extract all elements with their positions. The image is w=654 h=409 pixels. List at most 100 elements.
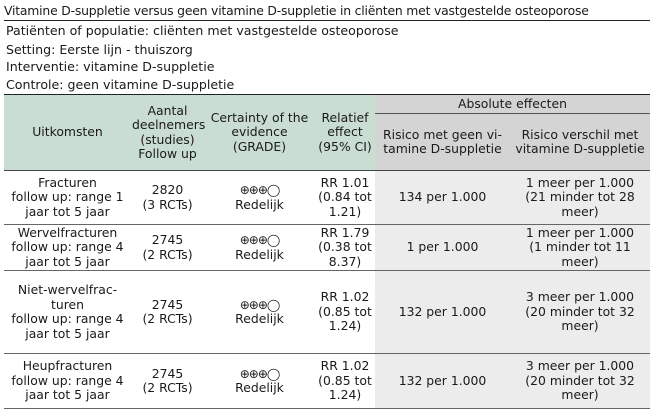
header-risk-without-line: tamine D-suppletie bbox=[383, 141, 502, 156]
header-participants-line: deelnemers bbox=[132, 117, 206, 132]
risk-difference-cell: 1 meer per 1.000 (1 minder tot 11 meer) bbox=[510, 224, 650, 271]
participants-line: (3 RCTs) bbox=[142, 196, 193, 212]
participants-cell: 2745 (2 RCTs) bbox=[131, 353, 204, 409]
outcome-line: jaar tot 5 jaar bbox=[25, 203, 110, 219]
header-certainty-line: (GRADE) bbox=[232, 138, 287, 154]
setting-line: Setting: Eerste lijn - thuiszorg bbox=[6, 42, 193, 57]
outcome-line: jaar tot 5 jaar bbox=[25, 253, 110, 269]
risk-difference-line: 3 meer per 1.000 bbox=[525, 289, 635, 305]
relative-line: (0.38 tot bbox=[318, 239, 372, 255]
grade-symbols-icon: ⊕⊕⊕◯ bbox=[239, 233, 281, 247]
risk-without-cell: 134 per 1.000 bbox=[375, 170, 510, 225]
risk-difference-cell: 1 meer per 1.000 (21 minder tot 28 meer) bbox=[510, 170, 650, 225]
risk-difference-line: meer) bbox=[561, 318, 599, 334]
participants-cell: 2745 (2 RCTs) bbox=[131, 270, 204, 354]
relative-line: (0.85 tot bbox=[318, 372, 372, 388]
header-relative-line: Relatief bbox=[321, 109, 369, 125]
header-certainty: Certainty of the evidence (GRADE) bbox=[204, 95, 315, 171]
outcome-cell: Wervelfracturen follow up: range 4 jaar … bbox=[4, 224, 131, 271]
outcome-line: follow up: range 4 bbox=[11, 372, 124, 388]
relative-line: (0.84 tot bbox=[318, 189, 372, 205]
outcome-line: Fracturen bbox=[38, 174, 97, 190]
relative-effect-cell: RR 1.02 (0.85 tot 1.24) bbox=[315, 353, 375, 409]
participants-line: (2 RCTs) bbox=[142, 311, 193, 326]
risk-without-cell: 132 per 1.000 bbox=[375, 270, 510, 354]
participants-cell: 2745 (2 RCTs) bbox=[131, 224, 204, 271]
header-relative-line: effect bbox=[327, 124, 363, 140]
risk-difference-line: (1 minder tot 11 meer) bbox=[529, 239, 631, 269]
outcome-line: follow up: range 4 bbox=[11, 239, 124, 255]
participants-line: (2 RCTs) bbox=[142, 246, 193, 262]
table-row: Wervelfracturen follow up: range 4 jaar … bbox=[4, 224, 650, 271]
relative-line: RR 1.79 bbox=[320, 224, 370, 240]
relative-line: 8.37) bbox=[328, 253, 362, 269]
participants-line: 2745 bbox=[151, 296, 184, 312]
control-line: Controle: geen vitamine D-suppletie bbox=[4, 75, 650, 95]
relative-line: RR 1.02 bbox=[320, 358, 370, 374]
participants-line: 2745 bbox=[151, 232, 184, 247]
outcome-line: Niet-wervelfrac- bbox=[17, 282, 118, 297]
header-certainty-line: evidence bbox=[231, 124, 288, 140]
intervention-line: Interventie: vitamine D-suppletie bbox=[6, 59, 215, 74]
header-participants-line: Follow up bbox=[138, 146, 197, 161]
risk-without-cell: 132 per 1.000 bbox=[375, 353, 510, 409]
relative-effect-cell: RR 1.01 (0.84 tot 1.21) bbox=[315, 170, 375, 225]
certainty-label: Redelijk bbox=[235, 380, 284, 395]
certainty-cell: ⊕⊕⊕◯ Redelijk bbox=[204, 353, 315, 409]
risk-difference-line: (20 minder tot 32 bbox=[525, 372, 635, 388]
outcome-line: Wervelfracturen bbox=[17, 224, 118, 240]
grade-symbols-icon: ⊕⊕⊕◯ bbox=[239, 366, 281, 381]
relative-line: 1.24) bbox=[328, 318, 362, 334]
effects-table: Uitkomsten Aantal deelnemers (studies) F… bbox=[4, 95, 650, 409]
certainty-cell: ⊕⊕⊕◯ Redelijk bbox=[204, 270, 315, 354]
participants-line: 2745 bbox=[151, 365, 184, 381]
relative-line: 1.21) bbox=[328, 203, 362, 219]
relative-line: (0.85 tot bbox=[318, 303, 372, 319]
grade-symbols-icon: ⊕⊕⊕◯ bbox=[239, 183, 281, 197]
certainty-label: Redelijk bbox=[235, 246, 284, 262]
header-outcomes: Uitkomsten bbox=[4, 95, 131, 171]
risk-difference-line: 3 meer per 1.000 bbox=[525, 358, 635, 374]
certainty-cell: ⊕⊕⊕◯ Redelijk bbox=[204, 224, 315, 271]
risk-without-cell: 1 per 1.000 bbox=[375, 224, 510, 271]
risk-difference-line: (20 minder tot 32 bbox=[525, 303, 635, 319]
risk-difference-line: 1 meer per 1.000 bbox=[525, 224, 635, 240]
certainty-label: Redelijk bbox=[235, 311, 284, 326]
outcome-cell: Fracturen follow up: range 1 jaar tot 5 … bbox=[4, 170, 131, 225]
table-row: Niet-wervelfrac- turen follow up: range … bbox=[4, 270, 650, 354]
population-line: Patiënten of populatie: cliënten met vas… bbox=[6, 23, 399, 38]
header-participants-line: Aantal bbox=[147, 102, 188, 118]
relative-line: RR 1.01 bbox=[320, 174, 370, 190]
outcome-line: jaar tot 5 jaar bbox=[25, 325, 110, 341]
outcome-line: turen bbox=[50, 296, 84, 312]
risk-difference-cell: 3 meer per 1.000 (20 minder tot 32 meer) bbox=[510, 353, 650, 409]
header-participants: Aantal deelnemers (studies) Follow up bbox=[131, 95, 206, 171]
table-row: Fracturen follow up: range 1 jaar tot 5 … bbox=[4, 170, 650, 225]
header-risk-difference-line: Risico verschil met bbox=[521, 126, 639, 142]
table-row: Heupfracturen follow up: range 4 jaar to… bbox=[4, 353, 650, 409]
relative-line: RR 1.02 bbox=[320, 289, 370, 305]
outcome-line: Heupfracturen bbox=[22, 358, 113, 374]
outcome-cell: Heupfracturen follow up: range 4 jaar to… bbox=[4, 353, 131, 409]
outcome-line: jaar tot 5 jaar bbox=[25, 387, 110, 403]
header-risk-without: Risico met geen vi- tamine D-suppletie bbox=[375, 113, 510, 171]
header-risk-without-line: Risico met geen vi- bbox=[383, 126, 502, 142]
risk-difference-cell: 3 meer per 1.000 (20 minder tot 32 meer) bbox=[510, 270, 650, 354]
participants-cell: 2820 (3 RCTs) bbox=[131, 170, 204, 225]
header-risk-difference: Risico verschil met vitamine D-suppletie bbox=[510, 113, 650, 171]
header-relative-effect: Relatief effect (95% CI) bbox=[315, 95, 375, 171]
outcome-line: follow up: range 1 bbox=[11, 189, 124, 205]
grade-symbols-icon: ⊕⊕⊕◯ bbox=[239, 297, 281, 312]
risk-difference-line: (21 minder tot 28 bbox=[525, 189, 635, 205]
outcome-line: follow up: range 4 bbox=[11, 311, 124, 326]
participants-line: 2820 bbox=[151, 182, 184, 197]
risk-difference-line: meer) bbox=[561, 387, 599, 403]
risk-difference-line: 1 meer per 1.000 bbox=[525, 174, 635, 190]
header-certainty-line: Certainty of the bbox=[210, 109, 309, 125]
relative-effect-cell: RR 1.79 (0.38 tot 8.37) bbox=[315, 224, 375, 271]
certainty-label: Redelijk bbox=[235, 196, 284, 212]
table-title: Vitamine D-suppletie versus geen vitamin… bbox=[4, 2, 650, 21]
relative-effect-cell: RR 1.02 (0.85 tot 1.24) bbox=[315, 270, 375, 354]
header-absolute-effects: Absolute effecten bbox=[375, 95, 650, 114]
header-participants-line: (studies) bbox=[140, 131, 195, 147]
